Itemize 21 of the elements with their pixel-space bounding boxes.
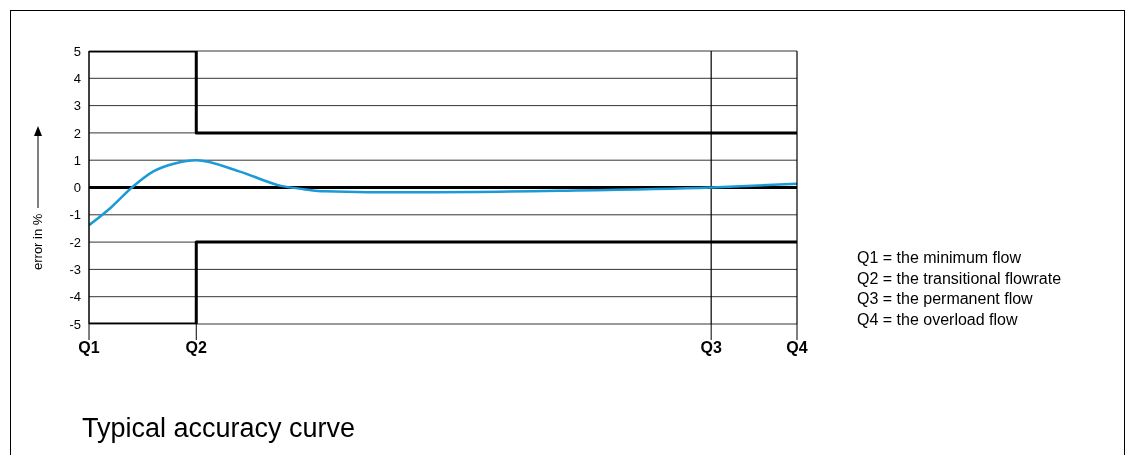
text: Typical accuracy curve [82, 413, 356, 444]
text: Q3 = the permanent flow [857, 289, 1034, 309]
x-tick-label: Q1 [78, 339, 100, 357]
text: Q4 = the overload flow [857, 309, 1019, 330]
text: Q1 = the minimum flow [857, 248, 1023, 268]
y-tick-label: 1 [73, 152, 81, 168]
text: Q2 = the transitional flowrate [857, 268, 1062, 289]
y-tick-label: -2 [69, 234, 81, 250]
x-tick-label: Q2 [185, 339, 208, 357]
x-tick-label: Q4 [786, 339, 808, 357]
y-tick-label: -5 [69, 316, 81, 332]
y-tick-label: -3 [69, 262, 81, 278]
y-tick-label: 2 [73, 125, 81, 141]
y-axis-title: error in % [30, 213, 45, 270]
y-tick-label: 3 [73, 98, 81, 114]
y-tick-label: -4 [69, 289, 81, 305]
y-tick-label: 5 [73, 43, 81, 59]
y-tick-label: 0 [73, 180, 81, 196]
x-tick-label: Q3 [700, 339, 722, 357]
y-tick-label: 4 [73, 70, 81, 86]
y-tick-label: -1 [69, 207, 81, 223]
